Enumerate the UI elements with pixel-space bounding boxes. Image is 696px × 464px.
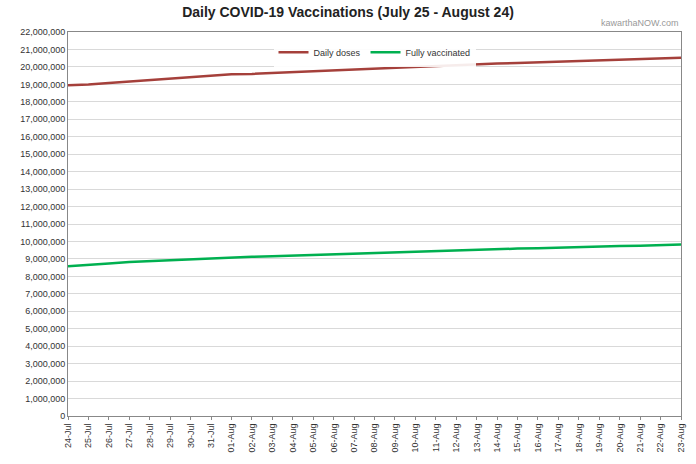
svg-text:11-Aug: 11-Aug — [431, 424, 441, 452]
svg-text:23-Aug: 23-Aug — [676, 424, 686, 453]
svg-text:7,000,000: 7,000,000 — [25, 289, 65, 299]
svg-text:3,000,000: 3,000,000 — [25, 359, 65, 369]
svg-text:1,000,000: 1,000,000 — [25, 394, 65, 404]
svg-text:01-Aug: 01-Aug — [226, 424, 236, 453]
svg-text:12,000,000: 12,000,000 — [20, 202, 65, 212]
svg-text:kawarthaNOW.com: kawarthaNOW.com — [601, 18, 679, 28]
svg-text:24-Jul: 24-Jul — [63, 424, 73, 449]
svg-text:4,000,000: 4,000,000 — [25, 341, 65, 351]
svg-text:31-Jul: 31-Jul — [206, 424, 216, 449]
svg-text:17-Aug: 17-Aug — [553, 424, 563, 453]
svg-text:18,000,000: 18,000,000 — [20, 97, 65, 107]
svg-text:13-Aug: 13-Aug — [472, 424, 482, 453]
svg-text:5,000,000: 5,000,000 — [25, 324, 65, 334]
svg-text:09-Aug: 09-Aug — [390, 424, 400, 453]
svg-text:06-Aug: 06-Aug — [329, 424, 339, 453]
svg-text:Fully vaccinated: Fully vaccinated — [406, 48, 471, 58]
svg-text:16,000,000: 16,000,000 — [20, 132, 65, 142]
svg-text:20-Aug: 20-Aug — [615, 424, 625, 453]
svg-text:15-Aug: 15-Aug — [512, 424, 522, 453]
svg-text:19-Aug: 19-Aug — [594, 424, 604, 453]
svg-text:0: 0 — [60, 411, 65, 421]
svg-text:28-Jul: 28-Jul — [145, 424, 155, 449]
svg-text:22-Aug: 22-Aug — [655, 424, 665, 453]
svg-text:9,000,000: 9,000,000 — [25, 254, 65, 264]
svg-text:10-Aug: 10-Aug — [410, 424, 420, 453]
svg-text:07-Aug: 07-Aug — [349, 424, 359, 453]
svg-text:29-Jul: 29-Jul — [165, 424, 175, 449]
svg-text:27-Jul: 27-Jul — [124, 424, 134, 449]
svg-text:10,000,000: 10,000,000 — [20, 237, 65, 247]
svg-text:17,000,000: 17,000,000 — [20, 114, 65, 124]
svg-text:Daily COVID-19 Vaccinations (J: Daily COVID-19 Vaccinations (July 25 - A… — [182, 4, 514, 20]
svg-text:04-Aug: 04-Aug — [288, 424, 298, 453]
svg-text:2,000,000: 2,000,000 — [25, 376, 65, 386]
svg-text:22,000,000: 22,000,000 — [20, 27, 65, 37]
svg-text:16-Aug: 16-Aug — [533, 424, 543, 453]
svg-text:30-Jul: 30-Jul — [186, 424, 196, 449]
svg-text:21-Aug: 21-Aug — [635, 424, 645, 453]
svg-text:20,000,000: 20,000,000 — [20, 62, 65, 72]
svg-text:13,000,000: 13,000,000 — [20, 184, 65, 194]
svg-text:12-Aug: 12-Aug — [451, 424, 461, 453]
svg-text:11,000,000: 11,000,000 — [21, 219, 65, 229]
svg-text:02-Aug: 02-Aug — [247, 424, 257, 453]
svg-text:18-Aug: 18-Aug — [574, 424, 584, 453]
svg-text:19,000,000: 19,000,000 — [20, 80, 65, 90]
svg-text:6,000,000: 6,000,000 — [25, 306, 65, 316]
svg-text:25-Jul: 25-Jul — [83, 424, 93, 449]
svg-text:8,000,000: 8,000,000 — [25, 272, 65, 282]
svg-text:15,000,000: 15,000,000 — [20, 149, 65, 159]
svg-text:21,000,000: 21,000,000 — [20, 45, 65, 55]
svg-text:08-Aug: 08-Aug — [369, 424, 379, 453]
svg-text:03-Aug: 03-Aug — [267, 424, 277, 453]
svg-text:Daily doses: Daily doses — [314, 48, 361, 58]
svg-text:14,000,000: 14,000,000 — [20, 167, 65, 177]
svg-text:26-Jul: 26-Jul — [104, 424, 114, 449]
svg-text:14-Aug: 14-Aug — [492, 424, 502, 453]
svg-text:05-Aug: 05-Aug — [308, 424, 318, 453]
